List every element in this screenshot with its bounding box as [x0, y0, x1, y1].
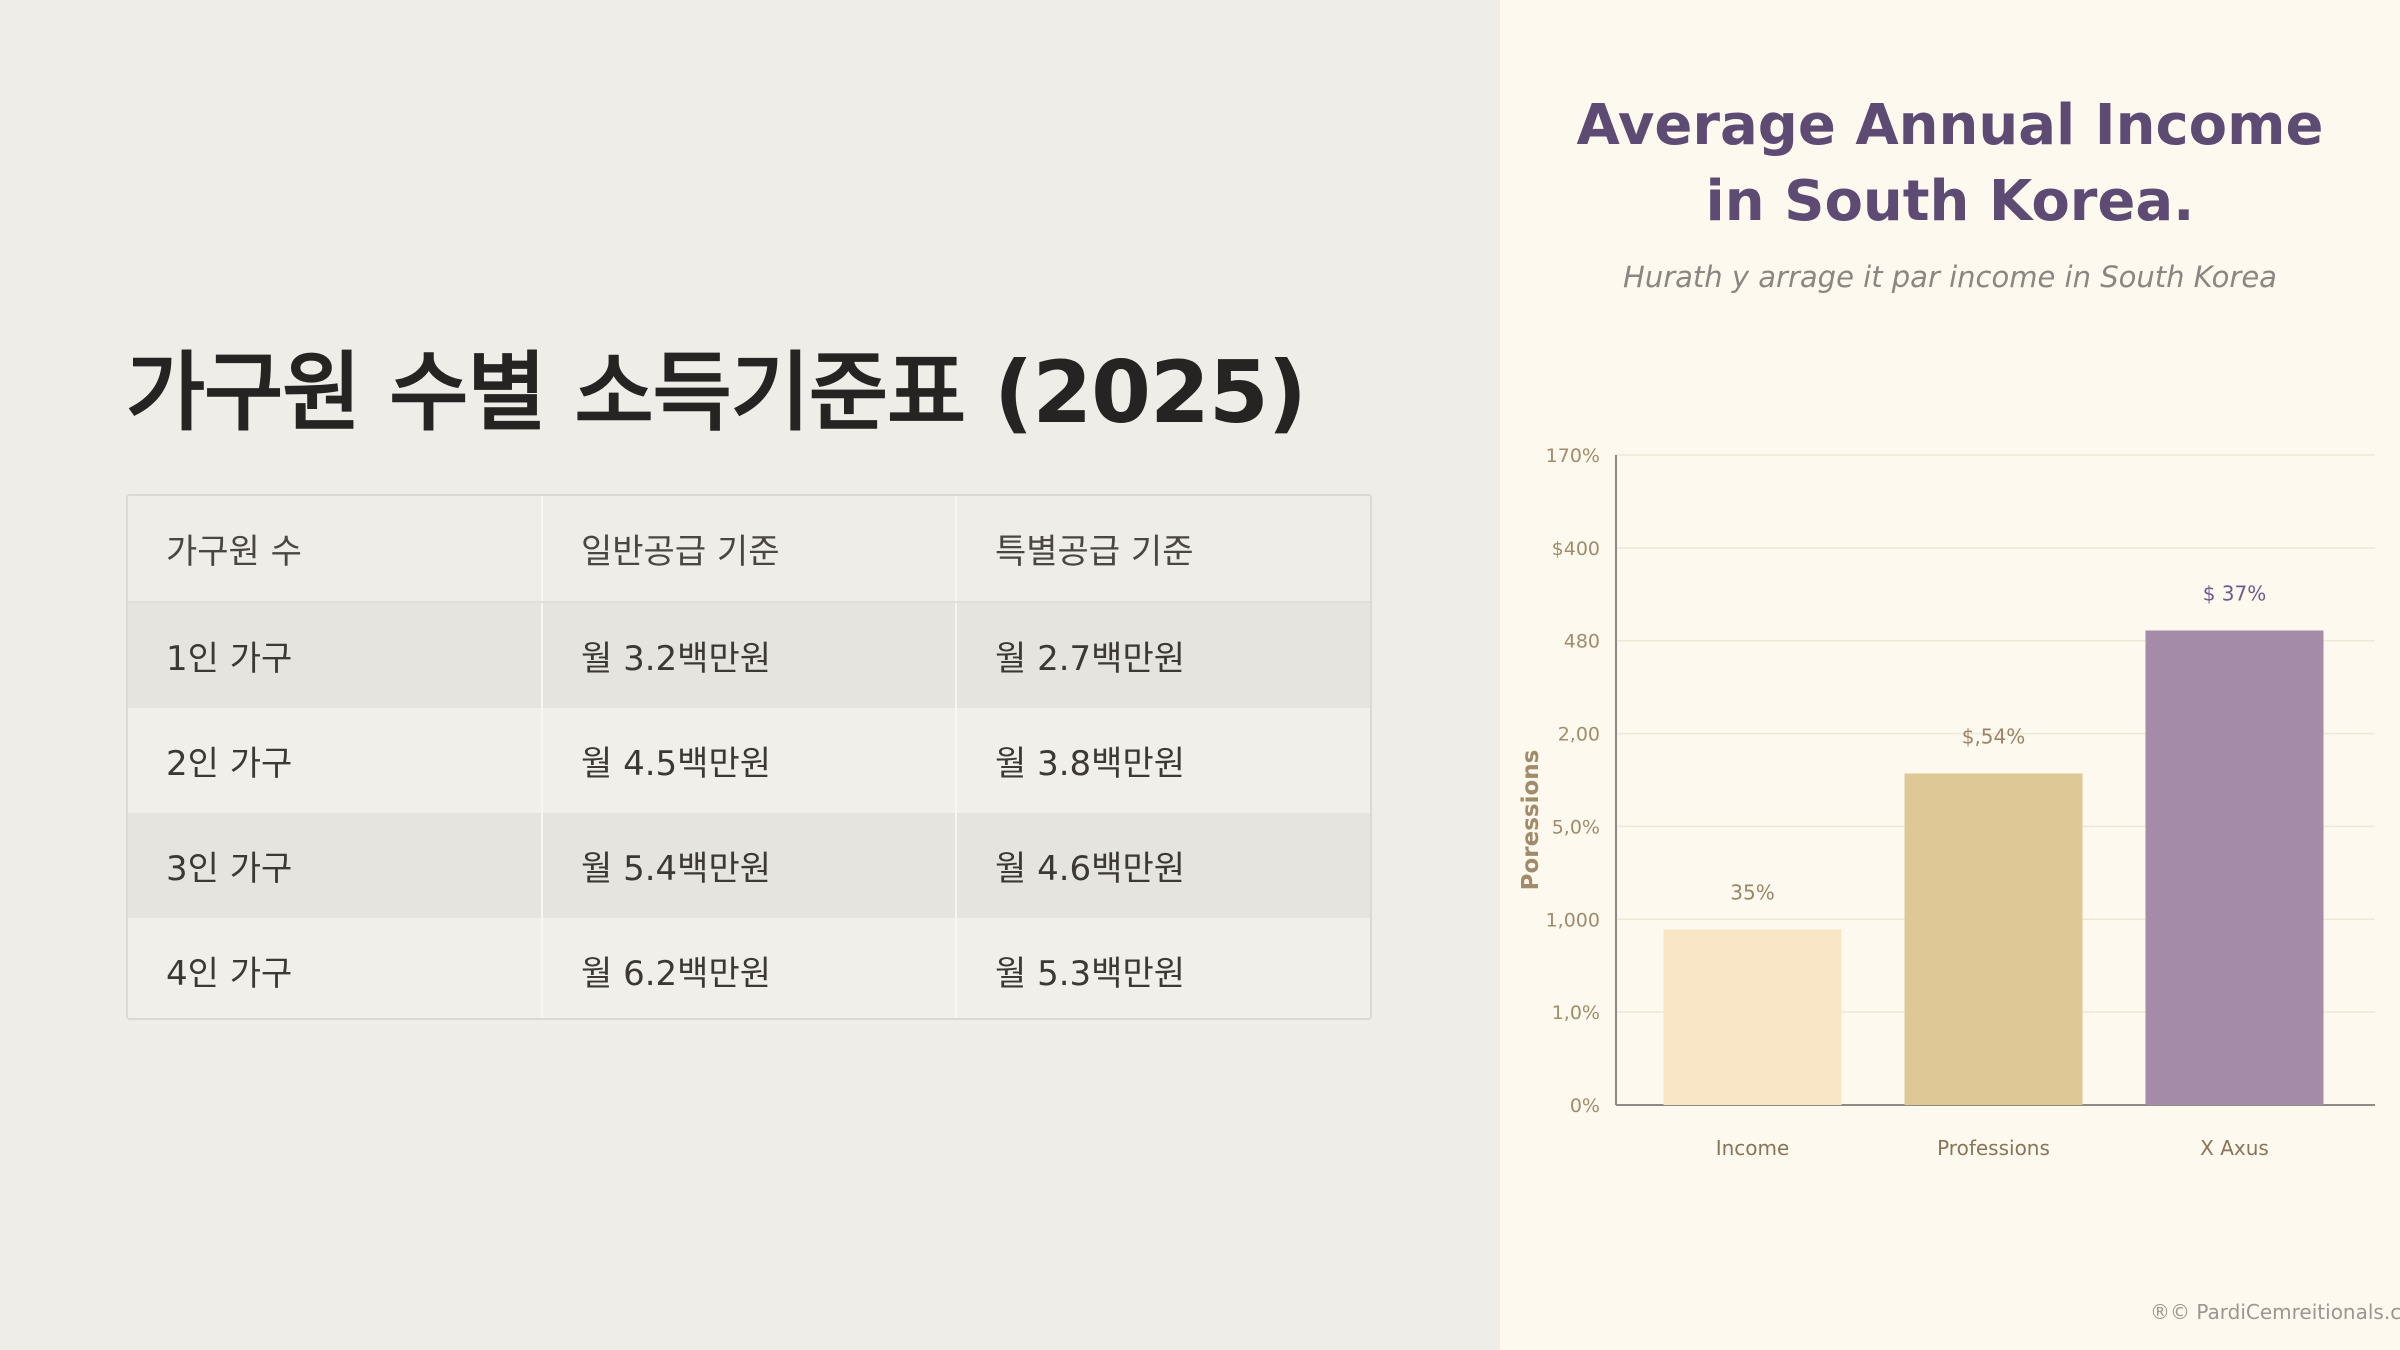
table-header-row: 가구원 수 일반공급 기준 특별공급 기준 [128, 496, 1370, 603]
y-axis-label: Poressions [1518, 750, 1544, 891]
cell-general: 월 3.2백만원 [541, 602, 956, 708]
header-special-supply: 특별공급 기준 [955, 496, 1370, 603]
chart-panel: Average Annual Income in South Korea. Hu… [1500, 0, 2400, 1350]
y-tick-label: 5,0% [1552, 816, 1600, 838]
bar-chart: 0% 1,0% 1,000 5,0% 2,00 480 $400 170% Poressions… [1518, 445, 2375, 1160]
chart-title-line-1: Average Annual Income [1576, 93, 2324, 158]
cell-general: 월 4.5백만원 [541, 708, 956, 813]
bar-data-label: $,54% [1962, 725, 2026, 749]
x-tick-label: X Axus [2200, 1136, 2269, 1160]
y-tick-label: 170% [1546, 445, 1600, 467]
bar-data-label: $ 37% [2203, 582, 2267, 606]
header-general-supply: 일반공급 기준 [541, 496, 956, 603]
y-tick-label: $400 [1552, 538, 1600, 560]
table-row: 1인 가구 월 3.2백만원 월 2.7백만원 [128, 602, 1370, 708]
table-row: 3인 가구 월 5.4백만원 월 4.6백만원 [128, 813, 1370, 918]
cell-household: 4인 가구 [128, 918, 542, 1018]
cell-special: 월 5.3백만원 [955, 918, 1370, 1018]
x-tick-label: Income [1716, 1136, 1790, 1160]
chart-title-line-2: in South Korea. [1705, 169, 2195, 234]
chart-subtitle: Hurath y arrage it par income in South K… [1623, 260, 2277, 294]
x-tick-label: Professions [1937, 1136, 2050, 1160]
bar-data-label: 35% [1730, 881, 1774, 905]
income-table: 가구원 수 일반공급 기준 특별공급 기준 1인 가구 월 3.2백만원 월 2… [126, 494, 1372, 1020]
cell-general: 월 5.4백만원 [541, 813, 956, 918]
left-panel: 가구원 수별 소득기준표 (2025) 가구원 수 일반공급 기준 특별공급 기… [126, 343, 1372, 1020]
bar-income [1663, 929, 1842, 1105]
cell-household: 3인 가구 [128, 813, 542, 918]
y-tick-label: 0% [1570, 1095, 1600, 1117]
cell-special: 월 3.8백만원 [955, 708, 1370, 813]
y-tick-label: 1,0% [1552, 1002, 1600, 1024]
cell-general: 월 6.2백만원 [541, 918, 956, 1018]
bar-x-axus [2145, 630, 2324, 1105]
cell-household: 1인 가구 [128, 602, 542, 708]
cell-special: 월 4.6백만원 [955, 813, 1370, 918]
watermark: ®© PardiCemreitionals.c [2150, 1300, 2400, 1324]
header-household-size: 가구원 수 [128, 496, 542, 603]
chart-title: Average Annual Income in South Korea. [1500, 88, 2400, 240]
table-row: 4인 가구 월 6.2백만원 월 5.3백만원 [128, 918, 1370, 1018]
bar-professions [1904, 773, 2083, 1105]
cell-special: 월 2.7백만원 [955, 602, 1370, 708]
table-row: 2인 가구 월 4.5백만원 월 3.8백만원 [128, 708, 1370, 813]
y-tick-label: 480 [1564, 631, 1600, 653]
cell-household: 2인 가구 [128, 708, 542, 813]
y-tick-label: 2,00 [1558, 724, 1600, 746]
y-tick-label: 1,000 [1546, 909, 1600, 931]
page-title: 가구원 수별 소득기준표 (2025) [126, 343, 1307, 443]
